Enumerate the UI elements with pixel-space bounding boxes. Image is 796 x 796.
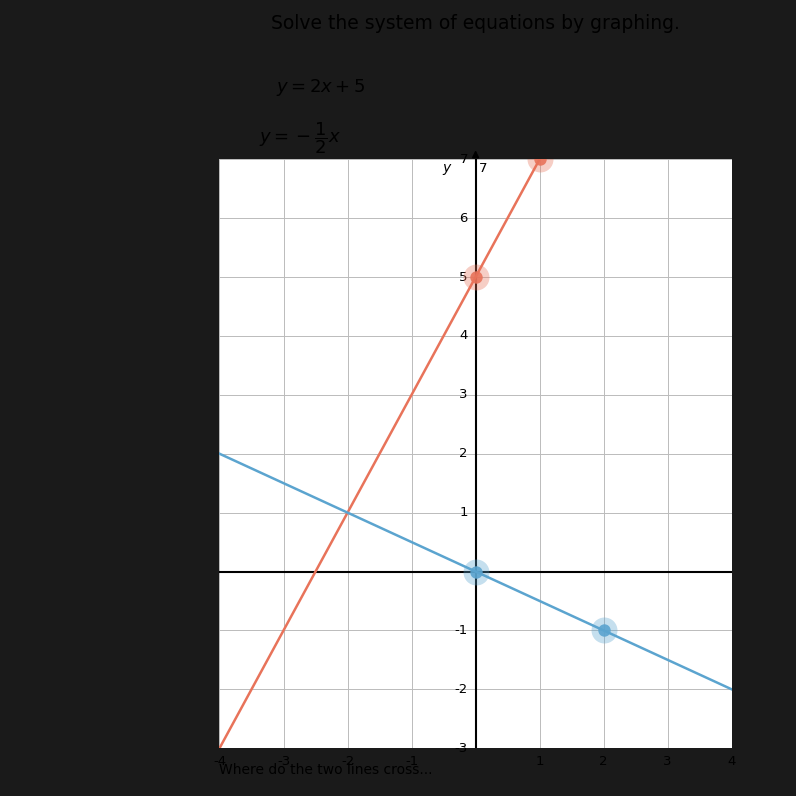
Text: 2: 2 <box>599 755 608 768</box>
Text: 1: 1 <box>536 755 544 768</box>
Point <box>470 271 482 283</box>
Text: Solve the system of equations by graphing.: Solve the system of equations by graphin… <box>271 14 680 33</box>
Text: -1: -1 <box>405 755 418 768</box>
Text: -3: -3 <box>455 742 468 755</box>
Text: $y = -\dfrac{1}{2}x$: $y = -\dfrac{1}{2}x$ <box>259 120 341 156</box>
Text: -4: -4 <box>213 755 226 768</box>
Text: 7: 7 <box>479 162 487 175</box>
Text: 1: 1 <box>459 506 468 519</box>
Text: 3: 3 <box>663 755 672 768</box>
Text: Where do the two lines cross...: Where do the two lines cross... <box>220 763 433 777</box>
Text: 7: 7 <box>459 153 468 166</box>
Text: -2: -2 <box>341 755 354 768</box>
Text: -1: -1 <box>455 624 468 637</box>
Point <box>470 565 482 578</box>
Point <box>597 624 610 637</box>
Point <box>470 271 482 283</box>
Point <box>470 565 482 578</box>
Text: 4: 4 <box>728 755 736 768</box>
Text: -3: -3 <box>277 755 291 768</box>
Point <box>533 153 546 166</box>
Text: 2: 2 <box>459 447 468 460</box>
Text: $y = 2x + 5$: $y = 2x + 5$ <box>276 76 365 98</box>
Point <box>597 624 610 637</box>
Text: -2: -2 <box>455 683 468 696</box>
Text: $y$: $y$ <box>443 162 453 178</box>
Point <box>533 153 546 166</box>
Text: 6: 6 <box>459 212 468 224</box>
Text: 5: 5 <box>459 271 468 283</box>
Text: 3: 3 <box>459 388 468 401</box>
Text: 4: 4 <box>459 330 468 342</box>
